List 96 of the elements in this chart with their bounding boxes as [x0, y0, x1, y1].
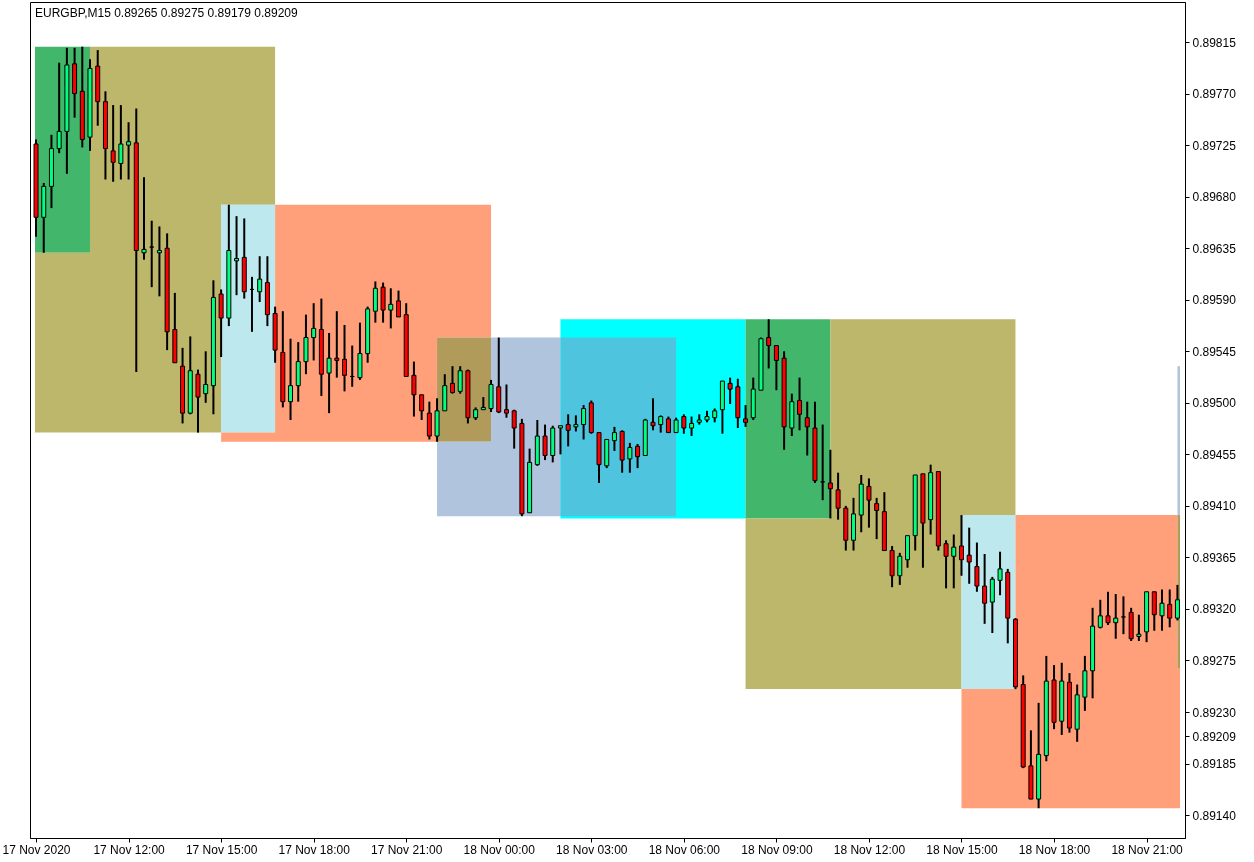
y-tick-label: 0.89365: [1192, 550, 1237, 565]
candlestick: [1167, 588, 1173, 629]
candlestick: [766, 318, 772, 370]
candlestick: [372, 280, 378, 324]
candlestick: [943, 539, 949, 590]
candlestick: [866, 477, 872, 529]
candlestick: [1105, 590, 1111, 626]
candlestick: [835, 471, 841, 521]
candlestick: [897, 551, 903, 586]
candlestick: [141, 176, 147, 261]
candlestick: [203, 350, 209, 404]
candlestick: [396, 289, 401, 318]
candlestick: [1120, 595, 1126, 636]
y-tick-label: 0.89725: [1192, 138, 1237, 153]
candlestick: [874, 496, 880, 541]
candlestick: [326, 331, 332, 415]
candlestick: [380, 281, 386, 324]
candlestick: [635, 443, 641, 470]
y-tick-label: 0.89185: [1192, 757, 1237, 772]
candlestick: [681, 413, 687, 435]
candlestick: [126, 121, 132, 181]
y-tick-label: 0.89590: [1192, 293, 1237, 308]
candlestick: [118, 104, 124, 181]
x-tick-label: 18 Nov 21:00: [1111, 842, 1184, 857]
y-tick-label: 0.89500: [1192, 396, 1237, 411]
x-tick-label: 17 Nov 2020: [2, 842, 71, 857]
candlestick: [503, 383, 509, 419]
x-tick-label: 17 Nov 15:00: [185, 842, 258, 857]
candlestick: [982, 552, 988, 625]
candlestick: [419, 393, 425, 421]
candlestick: [234, 215, 240, 297]
candlestick: [1159, 588, 1165, 632]
x-tick-label: 18 Nov 09:00: [741, 842, 813, 857]
candlestick: [334, 310, 340, 379]
candlestick: [797, 376, 803, 432]
candlestick: [773, 344, 779, 392]
candlestick: [288, 337, 294, 421]
candlestick: [411, 360, 417, 418]
candlestick: [195, 368, 201, 434]
candlestick: [958, 514, 964, 577]
candlestick: [727, 376, 733, 405]
candlestick: [989, 575, 995, 635]
candlestick: [997, 550, 1003, 597]
candlestick: [689, 415, 695, 438]
candlestick: [611, 425, 617, 452]
candlestick: [426, 400, 432, 441]
y-tick-label: 0.89209: [1192, 729, 1237, 744]
y-tick-label: 0.89635: [1192, 241, 1237, 256]
candlestick: [342, 323, 348, 393]
candlestick: [743, 404, 749, 428]
candlestick: [951, 533, 957, 590]
candlestick: [974, 541, 980, 593]
candlestick: [56, 61, 62, 155]
y-tick-label: 0.89275: [1192, 653, 1237, 668]
candlestick: [966, 526, 972, 585]
x-tick-label: 18 Nov 06:00: [648, 842, 721, 857]
y-tick-label: 0.89410: [1192, 499, 1237, 514]
candlestick: [542, 423, 548, 462]
candlestick: [156, 225, 162, 298]
x-tick-label: 18 Nov 03:00: [556, 842, 628, 857]
x-tick-label: 18 Nov 12:00: [833, 842, 906, 857]
y-tick-label: 0.89680: [1192, 190, 1237, 205]
y-tick-label: 0.89545: [1192, 344, 1237, 359]
candlestick: [1097, 598, 1103, 630]
candlestick: [804, 400, 810, 457]
candlestick: [1136, 613, 1142, 643]
y-tick-label: 0.89320: [1192, 602, 1237, 617]
candlestick: [311, 302, 317, 362]
candlestick: [1174, 583, 1180, 622]
candlestick: [511, 408, 517, 450]
candlestick: [650, 397, 656, 432]
candlestick: [627, 441, 633, 474]
x-tick-label: 18 Nov 00:00: [463, 842, 536, 857]
y-tick-label: 0.89230: [1192, 705, 1237, 720]
y-tick-label: 0.89815: [1192, 35, 1237, 50]
candlestick: [149, 219, 155, 289]
candlestick: [257, 255, 263, 304]
candlestick: [1151, 590, 1157, 632]
candlestick: [110, 104, 116, 183]
chart-title: EURGBP,M15 0.89265 0.89275 0.89179 0.89209: [35, 6, 298, 20]
candlestick: [565, 413, 571, 448]
candlestick: [449, 365, 455, 395]
candlestick: [457, 365, 463, 395]
candlestick: [581, 404, 587, 441]
x-tick-label: 17 Nov 12:00: [93, 842, 166, 857]
x-tick-label: 18 Nov 18:00: [1018, 842, 1091, 857]
y-tick-label: 0.89770: [1192, 87, 1237, 102]
candlestick: [557, 424, 563, 456]
candlestick: [1113, 593, 1119, 640]
candlestick: [388, 287, 394, 330]
candlestick: [827, 448, 833, 520]
y-tick-label: 0.89455: [1192, 447, 1237, 462]
x-tick-label: 17 Nov 21:00: [371, 842, 443, 857]
x-tick-label: 17 Nov 18:00: [278, 842, 351, 857]
x-tick-label: 18 Nov 15:00: [926, 842, 998, 857]
y-tick-label: 0.89140: [1192, 808, 1237, 823]
